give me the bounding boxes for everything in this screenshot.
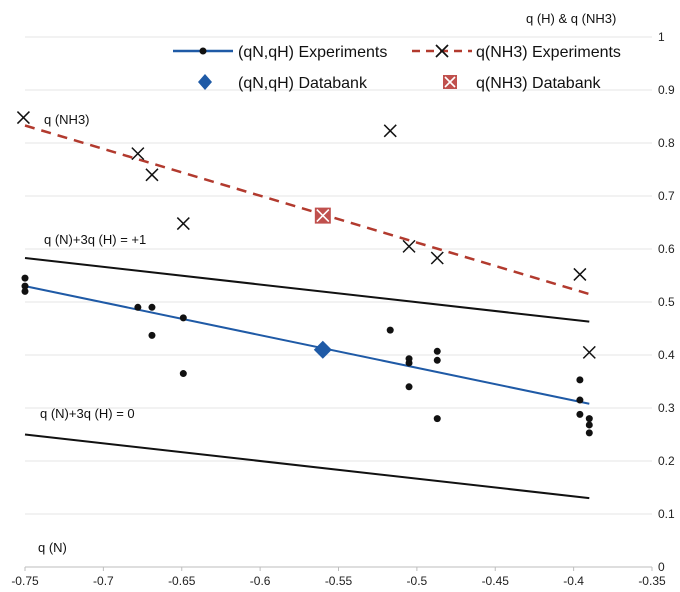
nh3-experiment-point [573, 267, 587, 281]
legend-label-qh-experiments: (qN,qH) Experiments [238, 44, 387, 61]
nh3-databank-cross [316, 209, 330, 223]
qh-experiment-point [405, 383, 413, 391]
qh-trend-line [24, 285, 590, 405]
y-tick-label: 0.2 [658, 454, 675, 468]
constraint-line-plus-one [24, 257, 590, 323]
qh-experiment-point [386, 326, 394, 334]
legend-diamond-swatch [198, 74, 212, 90]
legend-nh3-x-swatch [435, 44, 449, 58]
y-tick-label: 0.9 [658, 83, 675, 97]
x-tick-label: -0.45 [482, 574, 510, 588]
y-tick-label: 0.1 [658, 507, 675, 521]
axis-layer: 0 0.1 0.2 0.3 0.4 0.5 0.6 0.7 0.8 0.9 1 -0.75 -0.7 -0… [11, 30, 675, 588]
x-tick-label: -0.65 [168, 574, 196, 588]
constraint-line-zero [24, 433, 590, 500]
qh-experiment-point [148, 303, 156, 311]
x-tick-label: -0.6 [250, 574, 271, 588]
x-tick-label: -0.7 [93, 574, 114, 588]
x-tick-label: -0.4 [563, 574, 584, 588]
legend-item-nh3-databank: q(NH3) Databank [443, 75, 602, 92]
grid-layer [25, 36, 652, 568]
legend-item-qh-experiments: (qN,qH) Experiments [173, 44, 387, 61]
y-tick-label: 0.4 [658, 348, 675, 362]
legend-label-qh-databank: (qN,qH) Databank [238, 75, 368, 92]
qh-experiment-point [405, 359, 413, 367]
nh3-experiment-point [402, 239, 416, 253]
qh-experiment-point [134, 303, 142, 311]
legend: (qN,qH) Experiments q(NH3) Experiments (… [173, 44, 621, 92]
qh-experiment-point [585, 421, 593, 429]
nh3-experiment-point [176, 217, 190, 231]
nh3-inline-label: q (NH3) [44, 112, 90, 127]
legend-label-nh3-databank: q(NH3) Databank [476, 75, 602, 92]
qh-experiment-point [433, 347, 441, 355]
nh3-experiment-point [131, 147, 145, 161]
constraint-plus-one-label: q (N)+3q (H) = +1 [44, 232, 146, 247]
nh3-experiment-point [145, 168, 159, 182]
y-tick-label: 0.6 [658, 242, 675, 256]
x-tick-label: -0.75 [11, 574, 39, 588]
nh3-experiment-point [582, 345, 596, 359]
legend-boxed-x-cross [444, 76, 456, 88]
constraint-zero-label: q (N)+3q (H) = 0 [40, 406, 135, 421]
y-tick-label: 0.3 [658, 401, 675, 415]
y-tick-label: 1 [658, 30, 665, 44]
qh-experiment-point [576, 410, 584, 418]
nh3-trend-line [24, 124, 590, 296]
legend-qh-dot-swatch [199, 47, 207, 55]
qh-experiment-point [585, 415, 593, 423]
qh-databank-point [313, 340, 332, 359]
legend-item-nh3-experiments: q(NH3) Experiments [412, 44, 621, 61]
legend-item-qh-databank: (qN,qH) Databank [198, 74, 368, 92]
qh-experiment-point [576, 376, 584, 384]
qh-experiment-point [21, 274, 29, 282]
qh-experiment-point [585, 429, 593, 437]
nh3-experiment-point [430, 251, 444, 265]
legend-label-nh3-experiments: q(NH3) Experiments [476, 44, 621, 61]
y-tick-label: 0.7 [658, 189, 675, 203]
x-axis-label: q (N) [38, 540, 67, 555]
nh3-experiment-point [383, 124, 397, 138]
qh-experiment-point [21, 282, 29, 290]
y-tick-label: 0.5 [658, 295, 675, 309]
qh-experiment-point [179, 314, 187, 322]
x-tick-label: -0.35 [638, 574, 666, 588]
qh-experiment-point [433, 356, 441, 364]
qh-experiment-point [576, 396, 584, 404]
x-tick-label: -0.55 [325, 574, 353, 588]
nh3-experiment-point [16, 111, 30, 125]
y-tick-label: 0 [658, 560, 665, 574]
top-axis-label: q (H) & q (NH3) [526, 11, 616, 26]
qh-experiment-point [433, 415, 441, 423]
y-tick-label: 0.8 [658, 136, 675, 150]
qh-experiment-point [21, 287, 29, 295]
qh-experiment-point [179, 370, 187, 378]
x-tick-label: -0.5 [407, 574, 428, 588]
series-layer [16, 111, 596, 500]
qh-experiment-point [148, 331, 156, 339]
